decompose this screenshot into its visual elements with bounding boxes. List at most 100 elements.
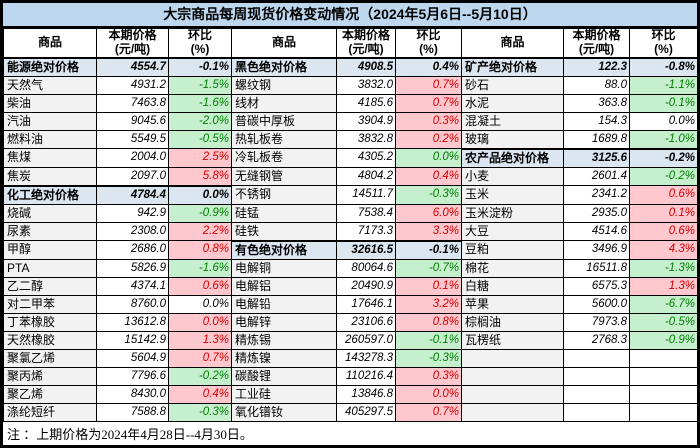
- pct-cell: -0.3%: [395, 185, 462, 205]
- commodity-cell: 苹果: [461, 294, 564, 314]
- pct-cell: 0.2%: [395, 129, 462, 150]
- commodity-header: 商品: [231, 27, 337, 59]
- price-cell: [563, 384, 630, 404]
- commodity-cell: 涤纶短纤: [3, 402, 97, 422]
- pct-cell: -0.1%: [395, 239, 462, 260]
- pct-cell: -1.1%: [629, 75, 697, 95]
- pct-cell: 0.0%: [168, 312, 232, 332]
- price-cell: 4908.5: [336, 56, 396, 77]
- commodity-cell: 大豆: [461, 221, 564, 242]
- table-title: 大宗商品每周现货价格变动情况（2024年5月6日--5月10日）: [3, 3, 697, 28]
- price-cell: 2768.3: [563, 330, 630, 350]
- price-cell: [563, 366, 630, 386]
- pct-cell: 0.7%: [168, 348, 232, 368]
- price-cell: 7588.8: [96, 402, 169, 422]
- price-cell: 122.3: [563, 56, 630, 77]
- pct-cell: -0.1%: [629, 93, 697, 113]
- commodity-cell: 电解铝: [231, 276, 337, 296]
- pct-cell: 3.2%: [395, 294, 462, 314]
- pct-cell: -2.0%: [168, 111, 232, 131]
- table-header-row: 商品 本期价格 (元/吨) 环比 (%) 商品 本期价格 (元/吨) 环比 (%) 商品 本期价格 (元…: [3, 27, 697, 59]
- commodity-cell: 工业硅: [231, 384, 337, 404]
- pct-cell: -0.2%: [629, 166, 697, 187]
- commodity-cell: 不锈钢: [231, 185, 337, 205]
- price-cell: 32616.5: [336, 239, 396, 260]
- commodity-cell: 电解锌: [231, 312, 337, 332]
- commodity-cell: 瓦楞纸: [461, 330, 564, 350]
- pct-cell: 0.6%: [168, 276, 232, 296]
- pct-cell: 0.0%: [395, 384, 462, 404]
- commodity-cell: 能源绝对价格: [3, 56, 97, 77]
- commodity-cell: 电解铜: [231, 258, 337, 278]
- pct-cell: -1.3%: [629, 258, 697, 278]
- price-cell: 88.0: [563, 75, 630, 95]
- pct-cell: -0.1%: [395, 330, 462, 350]
- price-cell: 2004.0: [96, 148, 169, 168]
- commodity-cell: 焦煤: [3, 148, 97, 168]
- commodity-cell: 丁苯橡胶: [3, 312, 97, 332]
- commodity-cell: 焦炭: [3, 166, 97, 187]
- commodity-cell: 天然气: [3, 75, 97, 95]
- price-cell: [563, 348, 630, 368]
- price-cell: 3125.6: [563, 147, 630, 168]
- price-cell: 2341.2: [563, 185, 630, 205]
- price-cell: 143278.3: [336, 348, 396, 368]
- commodity-cell: 聚乙烯: [3, 384, 97, 404]
- pct-header: 环比 (%): [629, 27, 697, 59]
- pct-cell: -0.5%: [629, 312, 697, 332]
- pct-cell: -0.9%: [168, 203, 232, 223]
- pct-cell: -1.0%: [629, 129, 697, 150]
- price-cell: 4305.2: [336, 148, 396, 168]
- commodity-cell: 碳酸锂: [231, 366, 337, 386]
- commodity-cell: 甲醇: [3, 240, 97, 260]
- pct-cell: 0.7%: [395, 93, 462, 113]
- pct-cell: -1.5%: [168, 75, 232, 95]
- pct-cell: 0.8%: [395, 312, 462, 332]
- commodity-cell: 烧碱: [3, 203, 97, 223]
- pct-cell: 2.2%: [168, 221, 232, 242]
- commodity-cell: 汽油: [3, 111, 97, 131]
- pct-cell: -0.5%: [168, 129, 232, 150]
- pct-cell: 0.0%: [168, 184, 232, 205]
- commodity-cell: 尿素: [3, 221, 97, 242]
- price-cell: 4804.2: [336, 166, 396, 187]
- table-row: 天然橡胶 15142.9 1.3% 精炼锡 260597.0 -0.1% 瓦楞纸 2768.3…: [3, 330, 697, 350]
- commodity-cell: 聚氯乙烯: [3, 348, 97, 368]
- price-cell: 7796.6: [96, 366, 169, 386]
- pct-cell: 0.3%: [395, 366, 462, 386]
- table-row: 甲醇 2686.0 0.8% 有色绝对价格 32616.5 -0.1% 豆粕 3496.9 4.…: [3, 239, 697, 260]
- commodity-cell: 棉花: [461, 258, 564, 278]
- commodity-cell: 玉米淀粉: [461, 203, 564, 223]
- pct-cell: 0.7%: [395, 75, 462, 95]
- price-cell: 7973.8: [563, 312, 630, 332]
- table-row: 化工绝对价格 4784.4 0.0% 不锈钢 14511.7 -0.3% 玉米 2341.2 0…: [3, 184, 697, 205]
- table-row: 汽油 9045.6 -2.0% 普碳中厚板 3904.9 0.3% 混凝土 154.3 0.0%: [3, 111, 697, 131]
- commodity-cell: 精炼锡: [231, 330, 337, 350]
- commodity-cell: 硅锰: [231, 203, 337, 223]
- pct-cell: -6.7%: [629, 294, 697, 314]
- price-cell: 15142.9: [96, 330, 169, 350]
- pct-cell: [629, 384, 697, 404]
- price-cell: 2308.0: [96, 221, 169, 242]
- price-cell: 8430.0: [96, 384, 169, 404]
- commodity-cell: 黑色绝对价格: [231, 56, 337, 77]
- commodity-cell: 天然橡胶: [3, 330, 97, 350]
- pct-cell: 0.4%: [395, 166, 462, 187]
- commodity-cell: PTA: [3, 258, 97, 278]
- commodity-cell: 聚丙烯: [3, 366, 97, 386]
- commodity-cell: 小麦: [461, 166, 564, 187]
- commodity-cell: 乙二醇: [3, 276, 97, 296]
- commodity-cell: 白糖: [461, 276, 564, 296]
- price-cell: 9045.6: [96, 111, 169, 131]
- header-row: 商品 本期价格 (元/吨) 环比 (%) 商品 本期价格 (元/吨) 环比 (%) 商品 本期价格 (元…: [3, 27, 697, 59]
- price-cell: 14511.7: [336, 185, 396, 205]
- pct-header: 环比 (%): [168, 27, 232, 59]
- price-cell: 17646.1: [336, 294, 396, 314]
- table-row: 丁苯橡胶 13612.8 0.0% 电解锌 23106.6 0.8% 棕榈油 7973.8 -0…: [3, 312, 697, 332]
- price-cell: 2601.4: [563, 166, 630, 187]
- price-cell: [563, 402, 630, 422]
- commodity-cell: 普碳中厚板: [231, 111, 337, 131]
- price-cell: 2935.0: [563, 203, 630, 223]
- price-cell: 2097.0: [96, 166, 169, 187]
